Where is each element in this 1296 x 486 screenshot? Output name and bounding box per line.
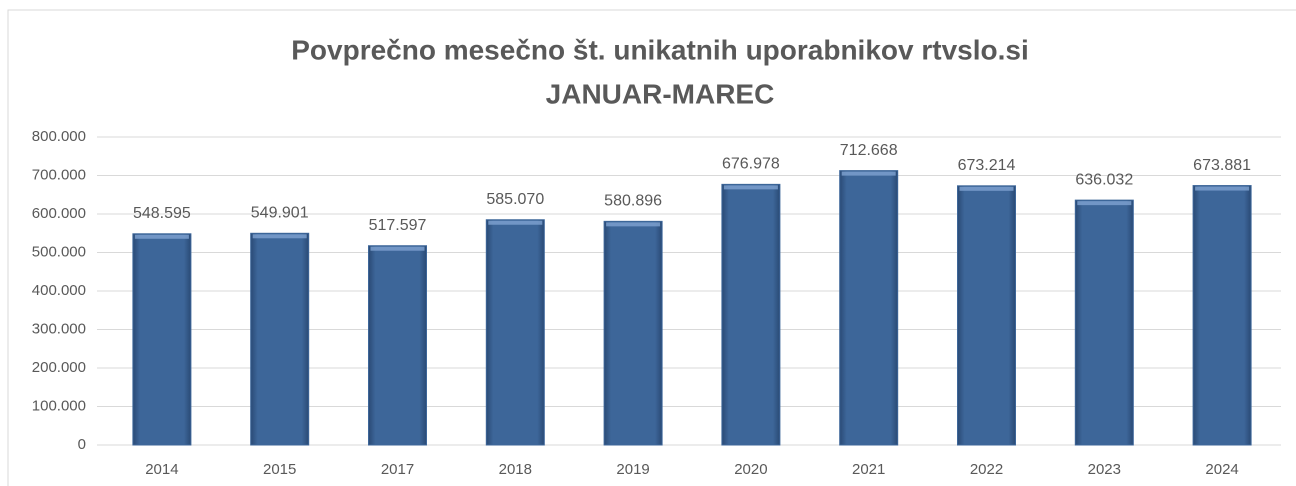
y-tick-label: 0: [78, 436, 86, 453]
y-tick-label: 200.000: [32, 359, 86, 376]
bar: [603, 220, 663, 446]
data-label: 673.214: [958, 157, 1016, 174]
bar-bevel: [959, 186, 1014, 191]
x-tick-label: 2023: [1088, 461, 1121, 478]
y-tick-label: 300.000: [32, 320, 86, 337]
x-tick-label: 2018: [499, 461, 532, 478]
x-tick-label: 2019: [616, 461, 649, 478]
x-tick-label: 2024: [1205, 461, 1238, 478]
y-tick-label: 100.000: [32, 397, 86, 414]
data-label: 673.881: [1193, 157, 1251, 174]
bar-bevel: [1195, 186, 1250, 191]
y-tick-label: 800.000: [32, 128, 86, 145]
chart-title: Povprečno mesečno št. unikatnih uporabni…: [291, 34, 1029, 65]
data-label: 517.597: [369, 217, 427, 234]
data-label: 676.978: [722, 156, 780, 173]
y-tick-label: 500.000: [32, 243, 86, 260]
data-label: 548.595: [133, 205, 191, 222]
bar: [250, 232, 310, 446]
x-tick-label: 2022: [970, 461, 1003, 478]
bar-bevel: [841, 171, 896, 176]
x-tick-label: 2020: [734, 461, 767, 478]
x-tick-label: 2021: [852, 461, 885, 478]
bar-bevel: [252, 234, 307, 239]
bar: [485, 219, 545, 446]
x-tick-label: 2015: [263, 461, 296, 478]
x-tick-label: 2017: [381, 461, 414, 478]
y-tick-label: 600.000: [32, 205, 86, 222]
chart-border: [7, 9, 1296, 486]
bar-bevel: [488, 220, 543, 225]
data-label: 712.668: [840, 142, 898, 159]
data-label: 549.901: [251, 205, 309, 222]
bar-bevel: [723, 185, 778, 190]
bar: [957, 185, 1016, 446]
bar: [368, 245, 427, 446]
bar-bevel: [606, 222, 661, 227]
bar-bevel: [370, 246, 425, 251]
y-tick-label: 400.000: [32, 282, 86, 299]
bar: [1192, 185, 1252, 446]
chart-subtitle: JANUAR-MAREC: [546, 78, 775, 109]
bar: [721, 183, 781, 446]
bar: [132, 233, 192, 446]
bar: [839, 170, 899, 446]
bar: [1074, 199, 1134, 446]
data-label: 585.070: [486, 191, 544, 208]
bar-bevel: [134, 234, 189, 239]
data-label: 580.896: [604, 193, 662, 210]
bar-bevel: [1077, 201, 1132, 206]
data-label: 636.032: [1075, 171, 1133, 188]
x-tick-label: 2014: [145, 461, 178, 478]
y-tick-label: 700.000: [32, 166, 86, 183]
